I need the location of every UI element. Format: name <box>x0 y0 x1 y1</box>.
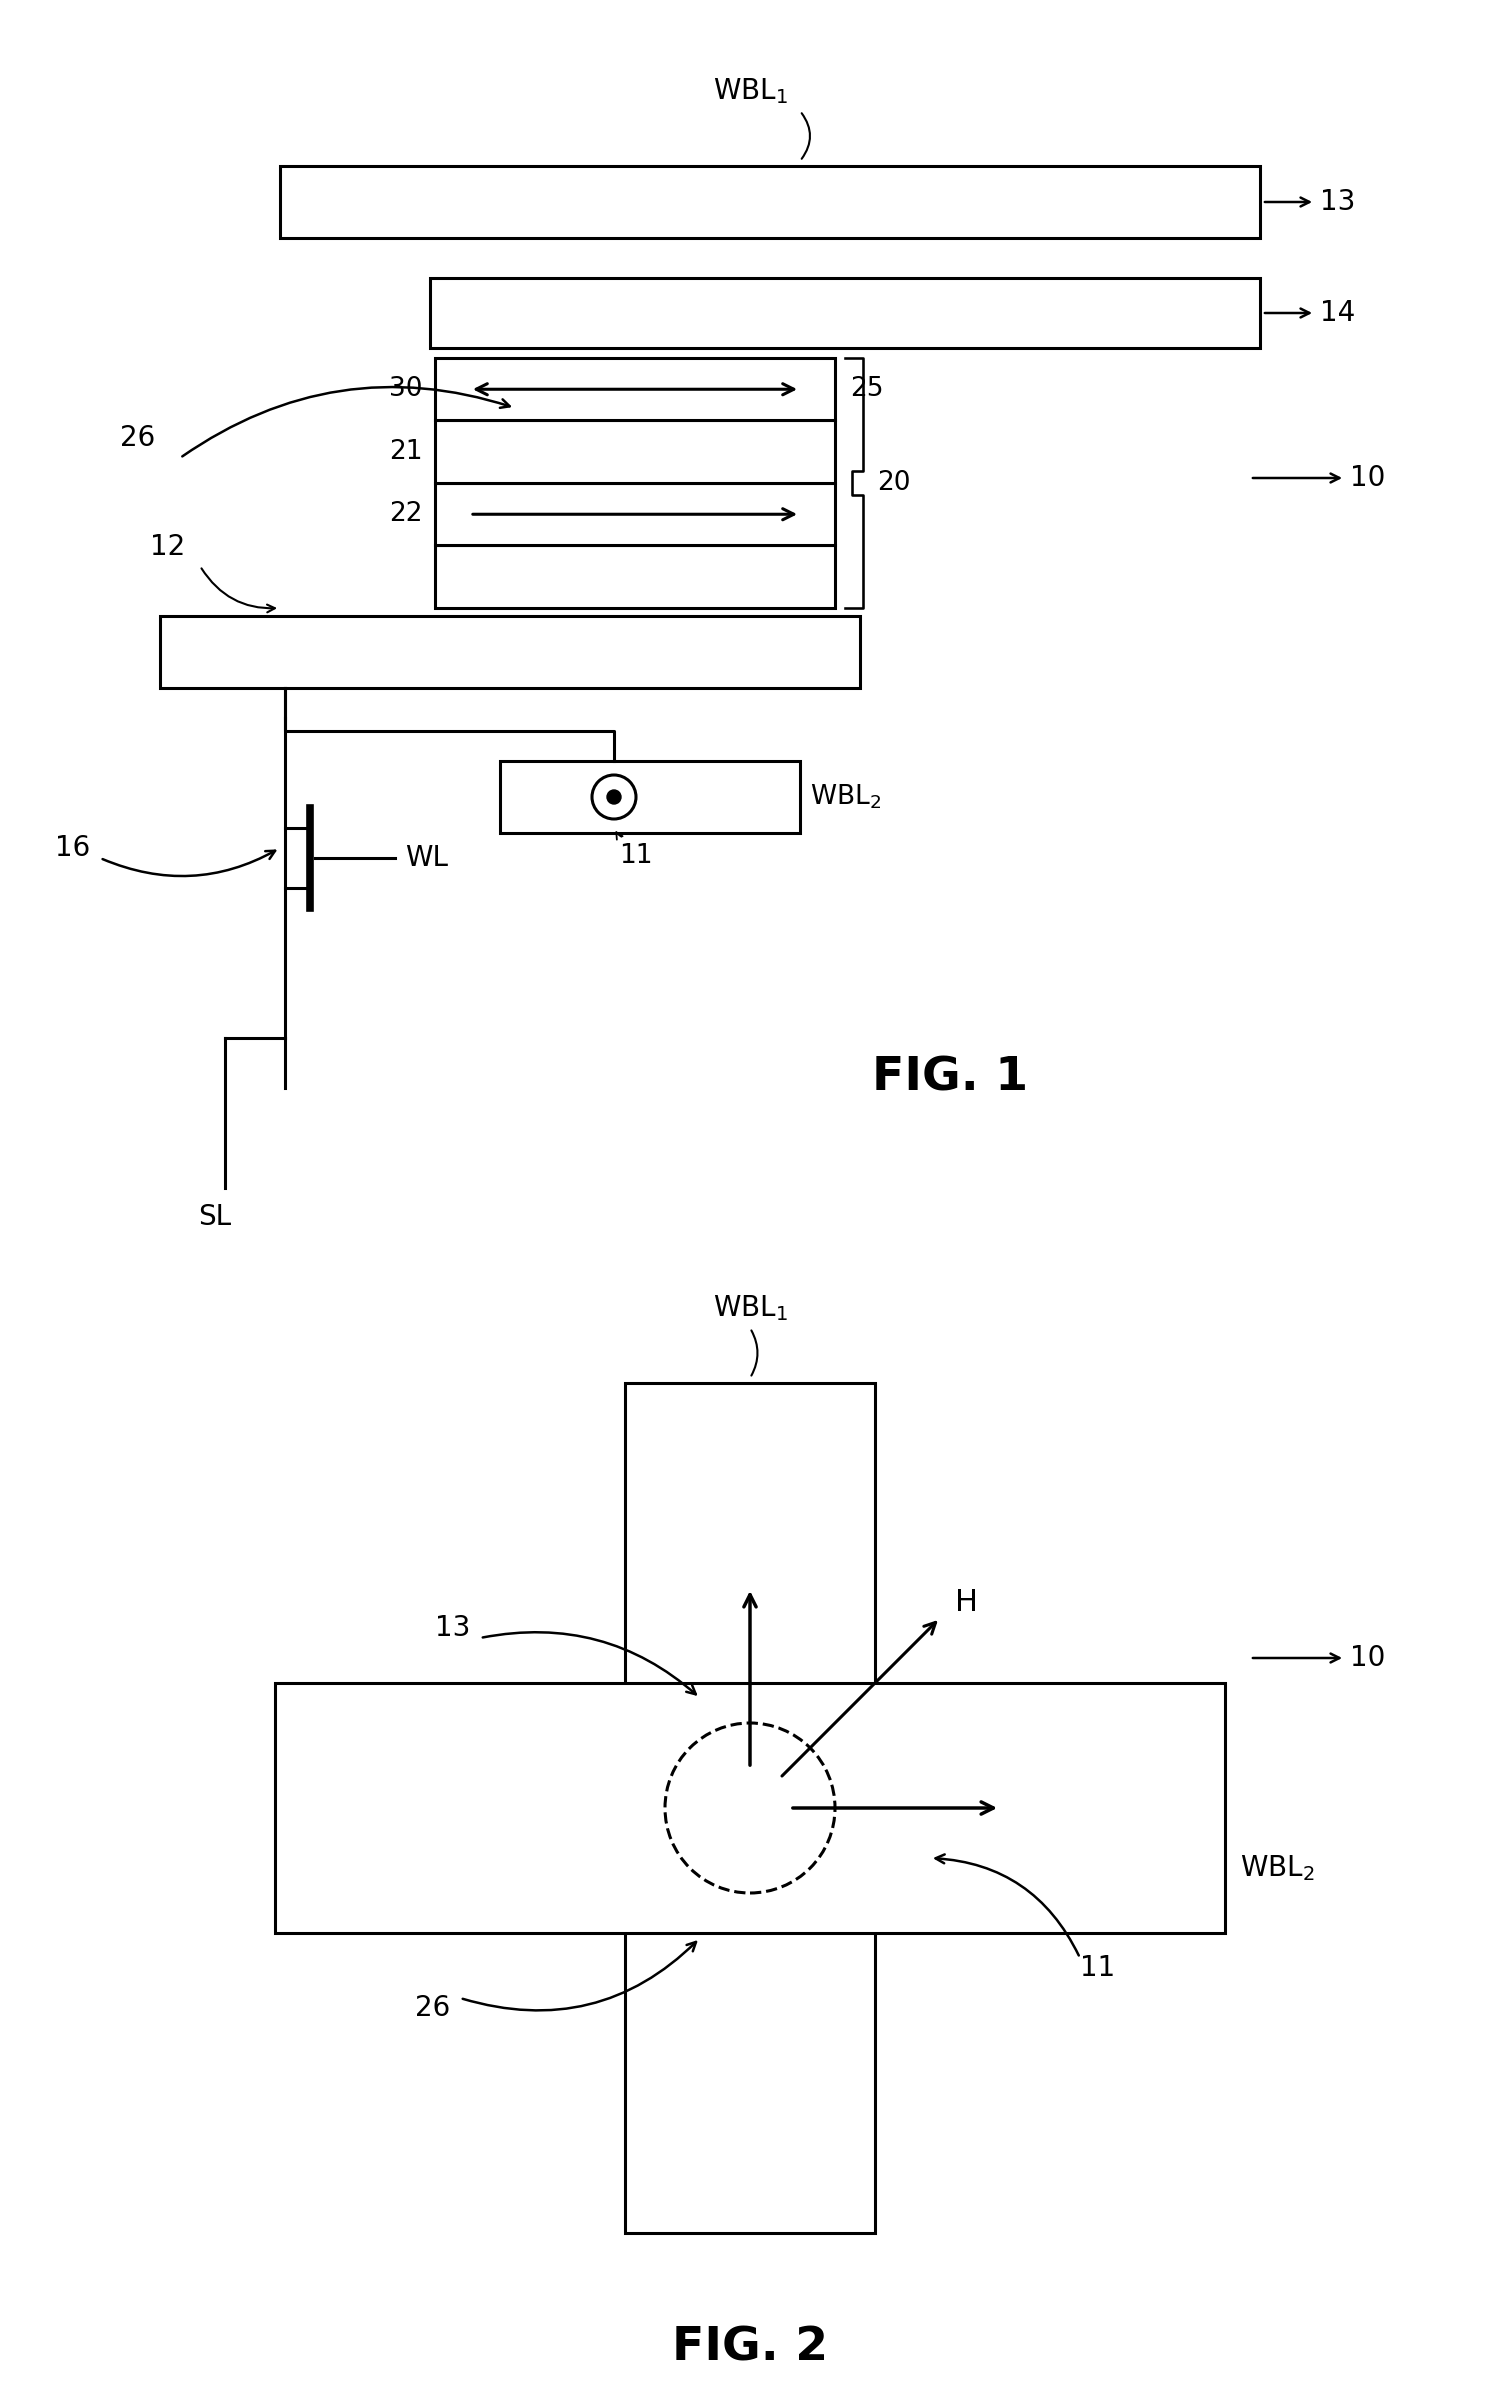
Bar <box>435 547 835 607</box>
Bar <box>435 421 835 484</box>
Text: SL: SL <box>199 1204 232 1230</box>
Text: 22: 22 <box>390 501 423 527</box>
Text: 26: 26 <box>415 1994 450 2023</box>
Text: 26: 26 <box>120 424 155 453</box>
Text: 21: 21 <box>390 438 423 465</box>
Bar <box>160 616 859 689</box>
Text: FIG. 1: FIG. 1 <box>871 1055 1028 1100</box>
Text: WBL$_1$: WBL$_1$ <box>712 1293 787 1322</box>
Bar <box>275 1683 1225 1934</box>
Text: 13: 13 <box>435 1613 470 1642</box>
Text: H: H <box>956 1589 978 1618</box>
Text: 10: 10 <box>1350 465 1386 491</box>
Text: WBL$_1$: WBL$_1$ <box>712 77 787 106</box>
Text: WBL$_2$: WBL$_2$ <box>1240 1854 1314 1883</box>
Bar <box>280 166 1260 238</box>
Circle shape <box>607 790 622 804</box>
Bar <box>435 484 835 547</box>
Text: 11: 11 <box>1081 1953 1115 1982</box>
Bar <box>625 1382 874 2232</box>
Text: FIG. 2: FIG. 2 <box>671 2326 828 2369</box>
Text: 16: 16 <box>56 833 90 862</box>
Bar <box>430 277 1260 349</box>
Text: 11: 11 <box>619 843 653 869</box>
Text: 20: 20 <box>877 470 911 496</box>
Text: 30: 30 <box>390 376 423 402</box>
Bar <box>435 359 835 421</box>
Text: 10: 10 <box>1350 1645 1386 1671</box>
Text: 13: 13 <box>1320 188 1356 217</box>
Text: WBL$_2$: WBL$_2$ <box>810 783 880 811</box>
Text: 12: 12 <box>150 532 185 561</box>
Text: 14: 14 <box>1320 299 1354 327</box>
Text: 25: 25 <box>850 376 883 402</box>
Text: WL: WL <box>405 843 448 872</box>
Bar <box>500 761 801 833</box>
